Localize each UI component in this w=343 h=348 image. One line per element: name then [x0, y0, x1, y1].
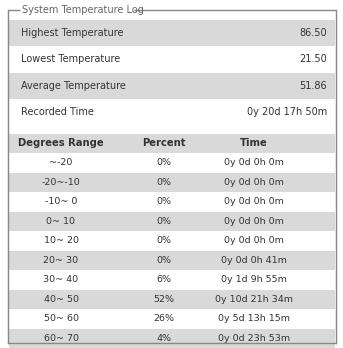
Text: Lowest Temperature: Lowest Temperature	[21, 54, 120, 64]
Text: 0y 0d 23h 53m: 0y 0d 23h 53m	[218, 334, 290, 343]
Bar	[9, 290, 335, 308]
Bar	[9, 20, 335, 46]
Text: ~-20: ~-20	[49, 158, 73, 167]
Bar	[9, 329, 335, 348]
Bar	[9, 212, 335, 230]
Text: -20~-10: -20~-10	[42, 178, 80, 187]
Text: 0y 0d 0h 0m: 0y 0d 0h 0m	[224, 178, 284, 187]
Text: Time: Time	[240, 138, 268, 148]
Text: 0y 0d 0h 0m: 0y 0d 0h 0m	[224, 217, 284, 226]
Text: 20~ 30: 20~ 30	[44, 256, 79, 265]
Text: 0y 10d 21h 34m: 0y 10d 21h 34m	[215, 295, 293, 304]
Text: 4%: 4%	[156, 334, 172, 343]
Text: 10~ 20: 10~ 20	[44, 236, 79, 245]
Bar	[9, 231, 335, 250]
Text: 51.86: 51.86	[299, 81, 327, 91]
Text: 0%: 0%	[156, 197, 172, 206]
Text: 0y 5d 13h 15m: 0y 5d 13h 15m	[218, 314, 290, 323]
Bar	[9, 192, 335, 211]
Text: 30~ 40: 30~ 40	[44, 275, 79, 284]
Text: Average Temperature: Average Temperature	[21, 81, 126, 91]
Text: 0%: 0%	[156, 178, 172, 187]
Bar	[9, 153, 335, 172]
Text: 0%: 0%	[156, 236, 172, 245]
Text: 40~ 50: 40~ 50	[44, 295, 79, 304]
Text: 21.50: 21.50	[299, 54, 327, 64]
Text: 0y 0d 0h 0m: 0y 0d 0h 0m	[224, 236, 284, 245]
Text: 0%: 0%	[156, 217, 172, 226]
Text: -10~ 0: -10~ 0	[45, 197, 77, 206]
Text: 26%: 26%	[154, 314, 175, 323]
Bar	[9, 173, 335, 191]
Text: System Temperature Log: System Temperature Log	[22, 5, 144, 15]
Bar	[9, 309, 335, 328]
Text: Percent: Percent	[142, 138, 186, 148]
Text: 0~ 10: 0~ 10	[47, 217, 75, 226]
Bar	[9, 134, 335, 152]
Bar	[9, 73, 335, 98]
Text: 0y 0d 0h 0m: 0y 0d 0h 0m	[224, 197, 284, 206]
Text: 0y 1d 9h 55m: 0y 1d 9h 55m	[221, 275, 287, 284]
Text: 0y 20d 17h 50m: 0y 20d 17h 50m	[247, 107, 327, 117]
Text: 0%: 0%	[156, 158, 172, 167]
Text: Highest Temperature: Highest Temperature	[21, 28, 123, 38]
Text: 0%: 0%	[156, 256, 172, 265]
Text: Recorded Time: Recorded Time	[21, 107, 94, 117]
Text: 60~ 70: 60~ 70	[44, 334, 79, 343]
Text: 50~ 60: 50~ 60	[44, 314, 79, 323]
Bar	[9, 270, 335, 289]
Bar	[9, 251, 335, 269]
Text: 52%: 52%	[154, 295, 175, 304]
Text: Degrees Range: Degrees Range	[18, 138, 104, 148]
Text: 6%: 6%	[156, 275, 172, 284]
Text: 0y 0d 0h 0m: 0y 0d 0h 0m	[224, 158, 284, 167]
Text: 0y 0d 0h 41m: 0y 0d 0h 41m	[221, 256, 287, 265]
Text: 86.50: 86.50	[299, 28, 327, 38]
